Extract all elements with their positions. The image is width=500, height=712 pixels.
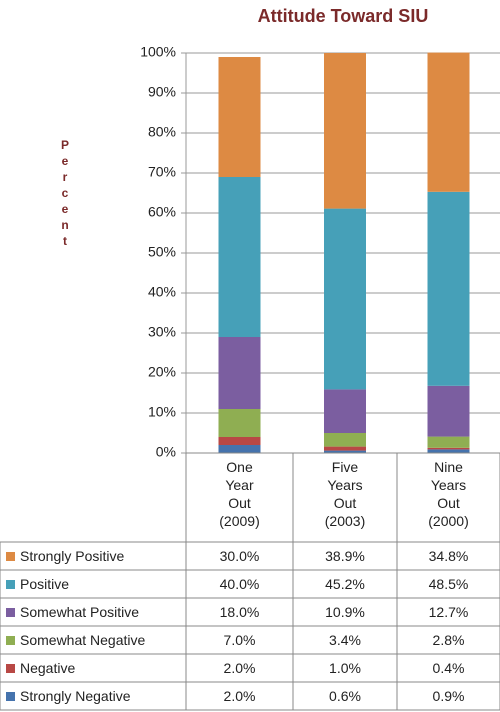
legend-swatch	[6, 636, 15, 645]
legend-entry: Strongly Positive	[0, 542, 186, 570]
value-label: 3.4%	[329, 632, 361, 648]
value-label: 45.2%	[325, 576, 365, 592]
value-label: 40.0%	[219, 576, 260, 592]
bar-segment	[218, 445, 261, 453]
value-label: 30.0%	[219, 548, 260, 564]
legend-entry: Somewhat Negative	[0, 626, 186, 654]
legend-swatch	[6, 608, 15, 617]
bar-segment	[324, 446, 366, 451]
y-tick-label: 50%	[148, 244, 176, 260]
bar-segment	[218, 57, 261, 177]
category-label: Five Years Out (2003)	[324, 459, 366, 529]
chart-title: Attitude Toward SIU	[257, 6, 429, 26]
y-tick-label: 10%	[148, 404, 176, 420]
bar-segment	[427, 436, 470, 448]
value-label: 7.0%	[223, 632, 256, 648]
y-tick-label: 80%	[148, 124, 176, 140]
value-label: 12.7%	[428, 604, 469, 620]
legend-swatch	[6, 692, 15, 701]
value-label: 18.0%	[219, 604, 260, 620]
bar-segment	[218, 409, 261, 437]
bar-segment	[427, 385, 470, 437]
value-label: 1.0%	[329, 660, 361, 676]
legend-swatch	[6, 580, 15, 589]
y-tick-label: 30%	[148, 324, 176, 340]
y-tick-label: 70%	[148, 164, 176, 180]
value-label: 10.9%	[325, 604, 365, 620]
y-axis-label: Percent	[58, 138, 72, 250]
bar-segment	[427, 449, 470, 453]
legend-swatch	[6, 552, 15, 561]
bar-segment	[218, 437, 261, 445]
y-tick-label: 60%	[148, 204, 176, 220]
value-label: 0.9%	[432, 688, 465, 704]
category-label: Nine Years Out (2000)	[428, 459, 469, 529]
legend-entry: Somewhat Positive	[0, 598, 186, 626]
legend-entry: Strongly Negative	[0, 682, 186, 710]
bar-segment	[324, 433, 366, 447]
y-tick-label: 20%	[148, 364, 176, 380]
value-label: 38.9%	[325, 548, 365, 564]
value-label: 0.6%	[329, 688, 361, 704]
y-tick-label: 0%	[156, 444, 176, 460]
y-tick-label: 40%	[148, 284, 176, 300]
bar-segment	[324, 53, 366, 209]
value-label: 34.8%	[428, 548, 469, 564]
value-label: 48.5%	[428, 576, 469, 592]
legend-entry: Negative	[0, 654, 186, 682]
bar-segment	[324, 389, 366, 433]
bar-segment	[427, 52, 470, 192]
bar-segment	[324, 208, 366, 390]
y-tick-label: 100%	[140, 44, 176, 60]
value-label: 2.0%	[223, 688, 256, 704]
bar-segment	[427, 447, 470, 450]
value-label: 2.8%	[432, 632, 465, 648]
bar-segment	[427, 191, 470, 386]
bar-segment	[324, 450, 366, 453]
value-label: 0.4%	[432, 660, 465, 676]
y-tick-label: 90%	[148, 84, 176, 100]
category-label: One Year Out (2009)	[219, 459, 260, 529]
legend-swatch	[6, 664, 15, 673]
bar-segment	[218, 337, 261, 409]
bar-segment	[218, 177, 261, 337]
value-label: 2.0%	[223, 660, 256, 676]
legend-entry: Positive	[0, 570, 186, 598]
